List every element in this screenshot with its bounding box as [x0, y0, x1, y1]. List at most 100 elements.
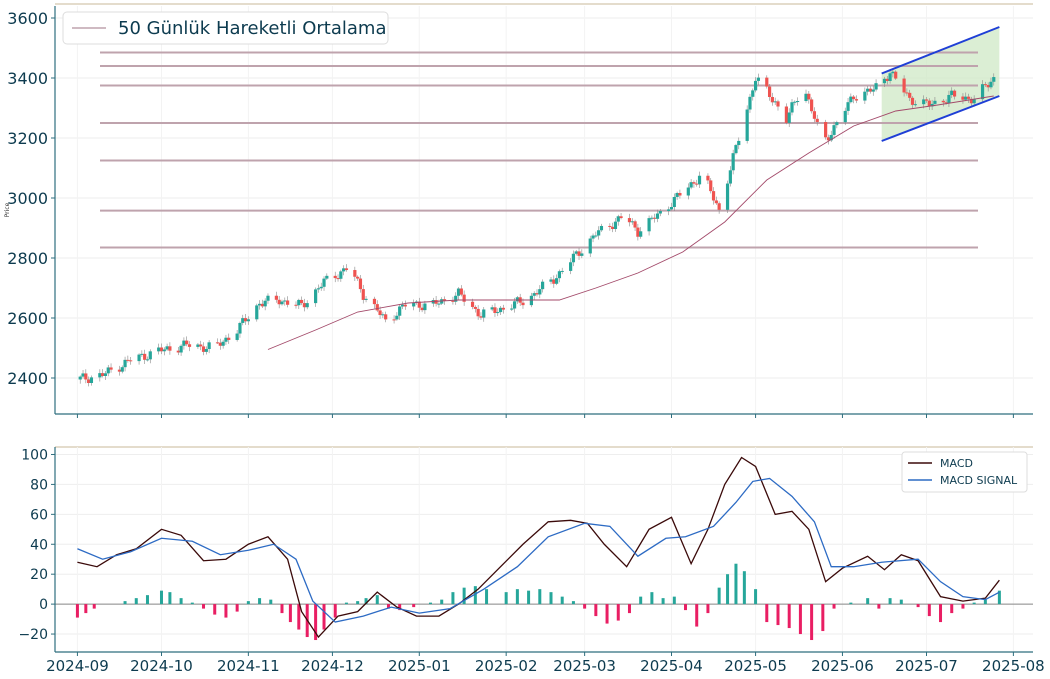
macd-histogram-bar — [364, 598, 368, 605]
candle-up — [734, 145, 738, 154]
candle-up — [832, 125, 836, 135]
macd-histogram-bar — [485, 589, 489, 605]
candle-down — [868, 88, 873, 92]
candle-down — [810, 99, 814, 112]
candle-down — [784, 106, 788, 123]
macd-histogram-bar — [322, 604, 326, 630]
candle-down — [470, 301, 475, 307]
candle-up — [106, 367, 110, 374]
candle-down — [87, 379, 91, 384]
candle-up — [162, 349, 166, 352]
x-tick-label: 2024-11 — [217, 657, 280, 675]
macd-histogram-bar — [997, 590, 1001, 605]
price-legend-label: 50 Günlük Hareketli Ortalama — [118, 18, 386, 39]
macd-histogram-bar — [754, 589, 758, 605]
macd-histogram-bar — [145, 595, 149, 605]
candle-up — [933, 100, 937, 104]
candle-up — [255, 305, 259, 320]
x-tick-label: 2024-12 — [301, 657, 364, 675]
candle-down — [199, 344, 203, 347]
candle-up — [490, 307, 494, 310]
candle-up — [950, 90, 954, 95]
candle-up — [339, 271, 343, 279]
macd-histogram-bar — [787, 604, 791, 629]
candle-up — [221, 341, 225, 346]
price-y-tick-label: 3400 — [7, 69, 48, 88]
candle-down — [384, 314, 388, 320]
candle-down — [344, 268, 349, 271]
x-tick-label: 2025-06 — [811, 657, 874, 675]
candle-down — [101, 373, 105, 376]
candle-up — [737, 140, 741, 146]
macd-histogram-bar — [375, 595, 379, 605]
macd-histogram-bar — [314, 604, 318, 641]
price-y-tick-label: 2600 — [7, 309, 48, 328]
candle-up — [512, 301, 517, 309]
candle-up — [314, 289, 318, 304]
macd-histogram-bar — [616, 604, 620, 621]
macd-y-tick-label: −20 — [18, 627, 48, 643]
candle-down — [969, 98, 973, 104]
candle-up — [257, 303, 262, 306]
macd-histogram-bar — [695, 604, 699, 627]
candle-up — [846, 102, 850, 111]
candle-up — [672, 196, 676, 207]
macd-y-tick-label: 80 — [30, 477, 48, 493]
candle-up — [157, 347, 161, 352]
x-tick-label: 2025-08 — [982, 657, 1045, 675]
candle-down — [479, 316, 483, 318]
macd-histogram-bar — [213, 604, 217, 615]
candle-up — [182, 340, 186, 346]
candle-up — [342, 268, 346, 272]
macd-histogram-bar — [798, 604, 802, 635]
candle-down — [451, 300, 455, 302]
macd-histogram-bar — [983, 599, 987, 605]
candle-up — [482, 309, 486, 318]
candle-down — [420, 307, 424, 311]
candle-down — [653, 217, 657, 219]
candle-up — [496, 312, 500, 314]
candle-down — [941, 100, 945, 103]
candle-up — [263, 300, 267, 307]
candle-up — [793, 101, 797, 103]
macd-histogram-bar — [650, 592, 654, 605]
price-legend-box — [62, 11, 389, 45]
candle-down — [765, 77, 769, 87]
macd-histogram-bar — [832, 604, 836, 609]
candle-up — [639, 231, 643, 237]
candle-up — [140, 353, 144, 355]
candle-up — [529, 295, 533, 306]
candle-down — [944, 102, 948, 104]
candle-down — [902, 78, 906, 93]
candle-down — [333, 275, 337, 279]
price-y-tick-label: 2800 — [7, 249, 48, 268]
candle-up — [297, 299, 301, 306]
candle-up — [686, 187, 690, 196]
candle-down — [852, 96, 856, 100]
price-y-tick-label: 3200 — [7, 129, 48, 148]
candle-down — [243, 318, 248, 322]
candle-down — [905, 92, 909, 94]
candle-up — [322, 278, 326, 287]
candle-down — [462, 294, 466, 302]
candle-up — [787, 112, 791, 123]
candle-down — [854, 99, 859, 101]
candle-up — [630, 221, 634, 223]
macd-histogram-bar — [810, 604, 814, 641]
candle-up — [283, 300, 287, 302]
candle-down — [300, 299, 304, 304]
macd-histogram-bar — [888, 598, 892, 605]
candle-up — [597, 230, 601, 236]
macd-histogram-bar — [583, 604, 587, 609]
candle-up — [98, 373, 102, 378]
channel-lower-line — [881, 95, 1000, 142]
candle-down — [227, 337, 231, 340]
macd-histogram-bar — [765, 604, 769, 623]
candle-up — [866, 88, 870, 92]
candle-up — [790, 102, 794, 113]
candle-up — [204, 349, 208, 352]
macd-histogram-bar — [684, 604, 688, 611]
candle-up — [697, 175, 702, 185]
candle-up — [412, 302, 416, 307]
